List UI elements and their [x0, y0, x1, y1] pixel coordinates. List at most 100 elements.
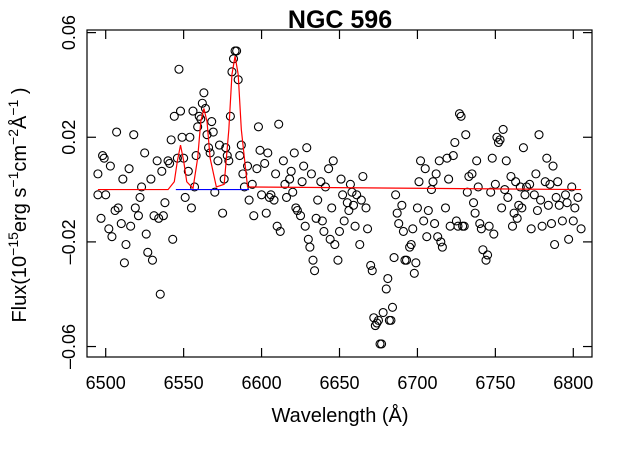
data-point	[394, 219, 404, 229]
data-point	[450, 137, 460, 148]
data-point	[454, 109, 465, 119]
data-point	[562, 198, 572, 208]
data-point	[461, 130, 471, 140]
data-point	[386, 315, 396, 325]
data-point	[141, 229, 151, 239]
data-point	[550, 239, 560, 250]
data-point	[324, 164, 334, 174]
data-point	[316, 177, 326, 187]
data-point	[261, 208, 271, 218]
data-point	[98, 151, 108, 161]
data-point	[202, 130, 212, 140]
data-point	[570, 203, 580, 213]
data-point	[356, 195, 366, 205]
data-point	[165, 158, 175, 168]
data-point	[295, 211, 306, 221]
data-point	[501, 156, 511, 166]
data-point	[442, 153, 452, 163]
data-point	[370, 321, 380, 331]
data-point	[514, 200, 524, 210]
data-point	[163, 156, 173, 166]
data-point	[534, 130, 544, 140]
data-point	[408, 224, 418, 234]
x-tick-label: 6750	[475, 373, 515, 393]
data-point	[101, 190, 111, 200]
data-point	[470, 208, 480, 218]
data-point	[129, 130, 139, 140]
data-point	[286, 166, 296, 176]
data-point	[415, 156, 426, 166]
data-point	[472, 156, 482, 166]
data-point	[532, 205, 542, 216]
data-point	[576, 224, 586, 234]
data-point	[536, 195, 546, 205]
data-point	[381, 284, 391, 294]
data-point	[291, 203, 301, 213]
data-point	[232, 46, 242, 56]
data-point	[242, 161, 253, 171]
data-point	[509, 208, 519, 218]
data-point	[191, 151, 201, 161]
data-point	[434, 156, 444, 166]
data-point	[405, 242, 415, 252]
label-part: cm	[9, 145, 31, 172]
data-point	[414, 177, 424, 187]
data-point	[451, 216, 461, 226]
data-point	[515, 182, 525, 192]
data-point	[118, 174, 128, 184]
data-point	[146, 174, 156, 184]
x-tick-label: 6500	[86, 373, 126, 393]
data-point	[431, 169, 441, 179]
data-point	[348, 200, 359, 210]
data-point	[542, 153, 552, 163]
data-point	[486, 187, 496, 197]
data-point	[344, 205, 354, 216]
data-point	[160, 198, 170, 208]
data-point	[553, 177, 563, 187]
data-point	[214, 140, 225, 150]
data-point	[366, 260, 376, 270]
data-point	[352, 190, 362, 200]
data-point	[543, 200, 553, 210]
data-point	[430, 219, 440, 229]
data-point	[363, 224, 373, 234]
data-point	[433, 232, 443, 242]
data-point	[319, 226, 329, 236]
data-point	[546, 219, 557, 229]
data-point	[372, 318, 382, 328]
label-part: Å	[8, 115, 31, 129]
data-point	[311, 213, 321, 223]
data-point	[105, 161, 115, 171]
data-point	[512, 213, 522, 223]
data-point	[389, 253, 399, 263]
data-point	[183, 166, 193, 176]
data-point	[330, 239, 340, 250]
data-point	[281, 192, 292, 202]
data-point	[411, 258, 421, 268]
data-point	[158, 211, 168, 221]
data-point	[255, 145, 265, 155]
data-point	[531, 169, 541, 179]
data-point	[448, 151, 458, 161]
data-point	[126, 221, 136, 231]
data-point	[428, 177, 438, 187]
data-point	[96, 213, 106, 223]
data-point	[292, 205, 302, 216]
data-point	[130, 203, 140, 213]
data-point	[377, 339, 387, 349]
data-point	[110, 205, 120, 216]
data-point	[208, 127, 218, 137]
data-point	[383, 273, 393, 284]
data-point	[113, 203, 123, 213]
data-point	[436, 237, 446, 247]
data-point	[551, 192, 561, 202]
data-point	[169, 111, 179, 121]
data-point	[175, 106, 186, 116]
data-point	[112, 127, 122, 137]
data-point	[249, 211, 259, 221]
data-point	[492, 132, 502, 142]
data-point	[135, 192, 145, 202]
data-point	[253, 122, 264, 132]
data-point	[275, 226, 285, 236]
